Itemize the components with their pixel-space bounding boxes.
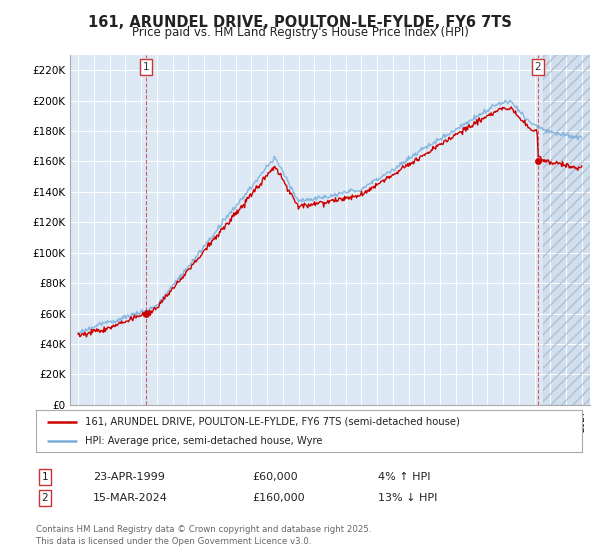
Text: 23-APR-1999: 23-APR-1999 (93, 472, 165, 482)
Text: 4% ↑ HPI: 4% ↑ HPI (378, 472, 431, 482)
Text: 1: 1 (142, 62, 149, 72)
Text: 161, ARUNDEL DRIVE, POULTON-LE-FYLDE, FY6 7TS (semi-detached house): 161, ARUNDEL DRIVE, POULTON-LE-FYLDE, FY… (85, 417, 460, 427)
Text: £60,000: £60,000 (252, 472, 298, 482)
Text: 2: 2 (535, 62, 541, 72)
Bar (542, 55, 590, 405)
Text: 13% ↓ HPI: 13% ↓ HPI (378, 493, 437, 503)
Text: 1: 1 (41, 472, 49, 482)
Text: 161, ARUNDEL DRIVE, POULTON-LE-FYLDE, FY6 7TS: 161, ARUNDEL DRIVE, POULTON-LE-FYLDE, FY… (88, 15, 512, 30)
Text: HPI: Average price, semi-detached house, Wyre: HPI: Average price, semi-detached house,… (85, 436, 323, 446)
Bar (542, 55, 590, 405)
Text: Contains HM Land Registry data © Crown copyright and database right 2025.
This d: Contains HM Land Registry data © Crown c… (36, 525, 371, 546)
Text: 15-MAR-2024: 15-MAR-2024 (93, 493, 168, 503)
Text: 2: 2 (41, 493, 49, 503)
Text: £160,000: £160,000 (252, 493, 305, 503)
Text: Price paid vs. HM Land Registry's House Price Index (HPI): Price paid vs. HM Land Registry's House … (131, 26, 469, 39)
